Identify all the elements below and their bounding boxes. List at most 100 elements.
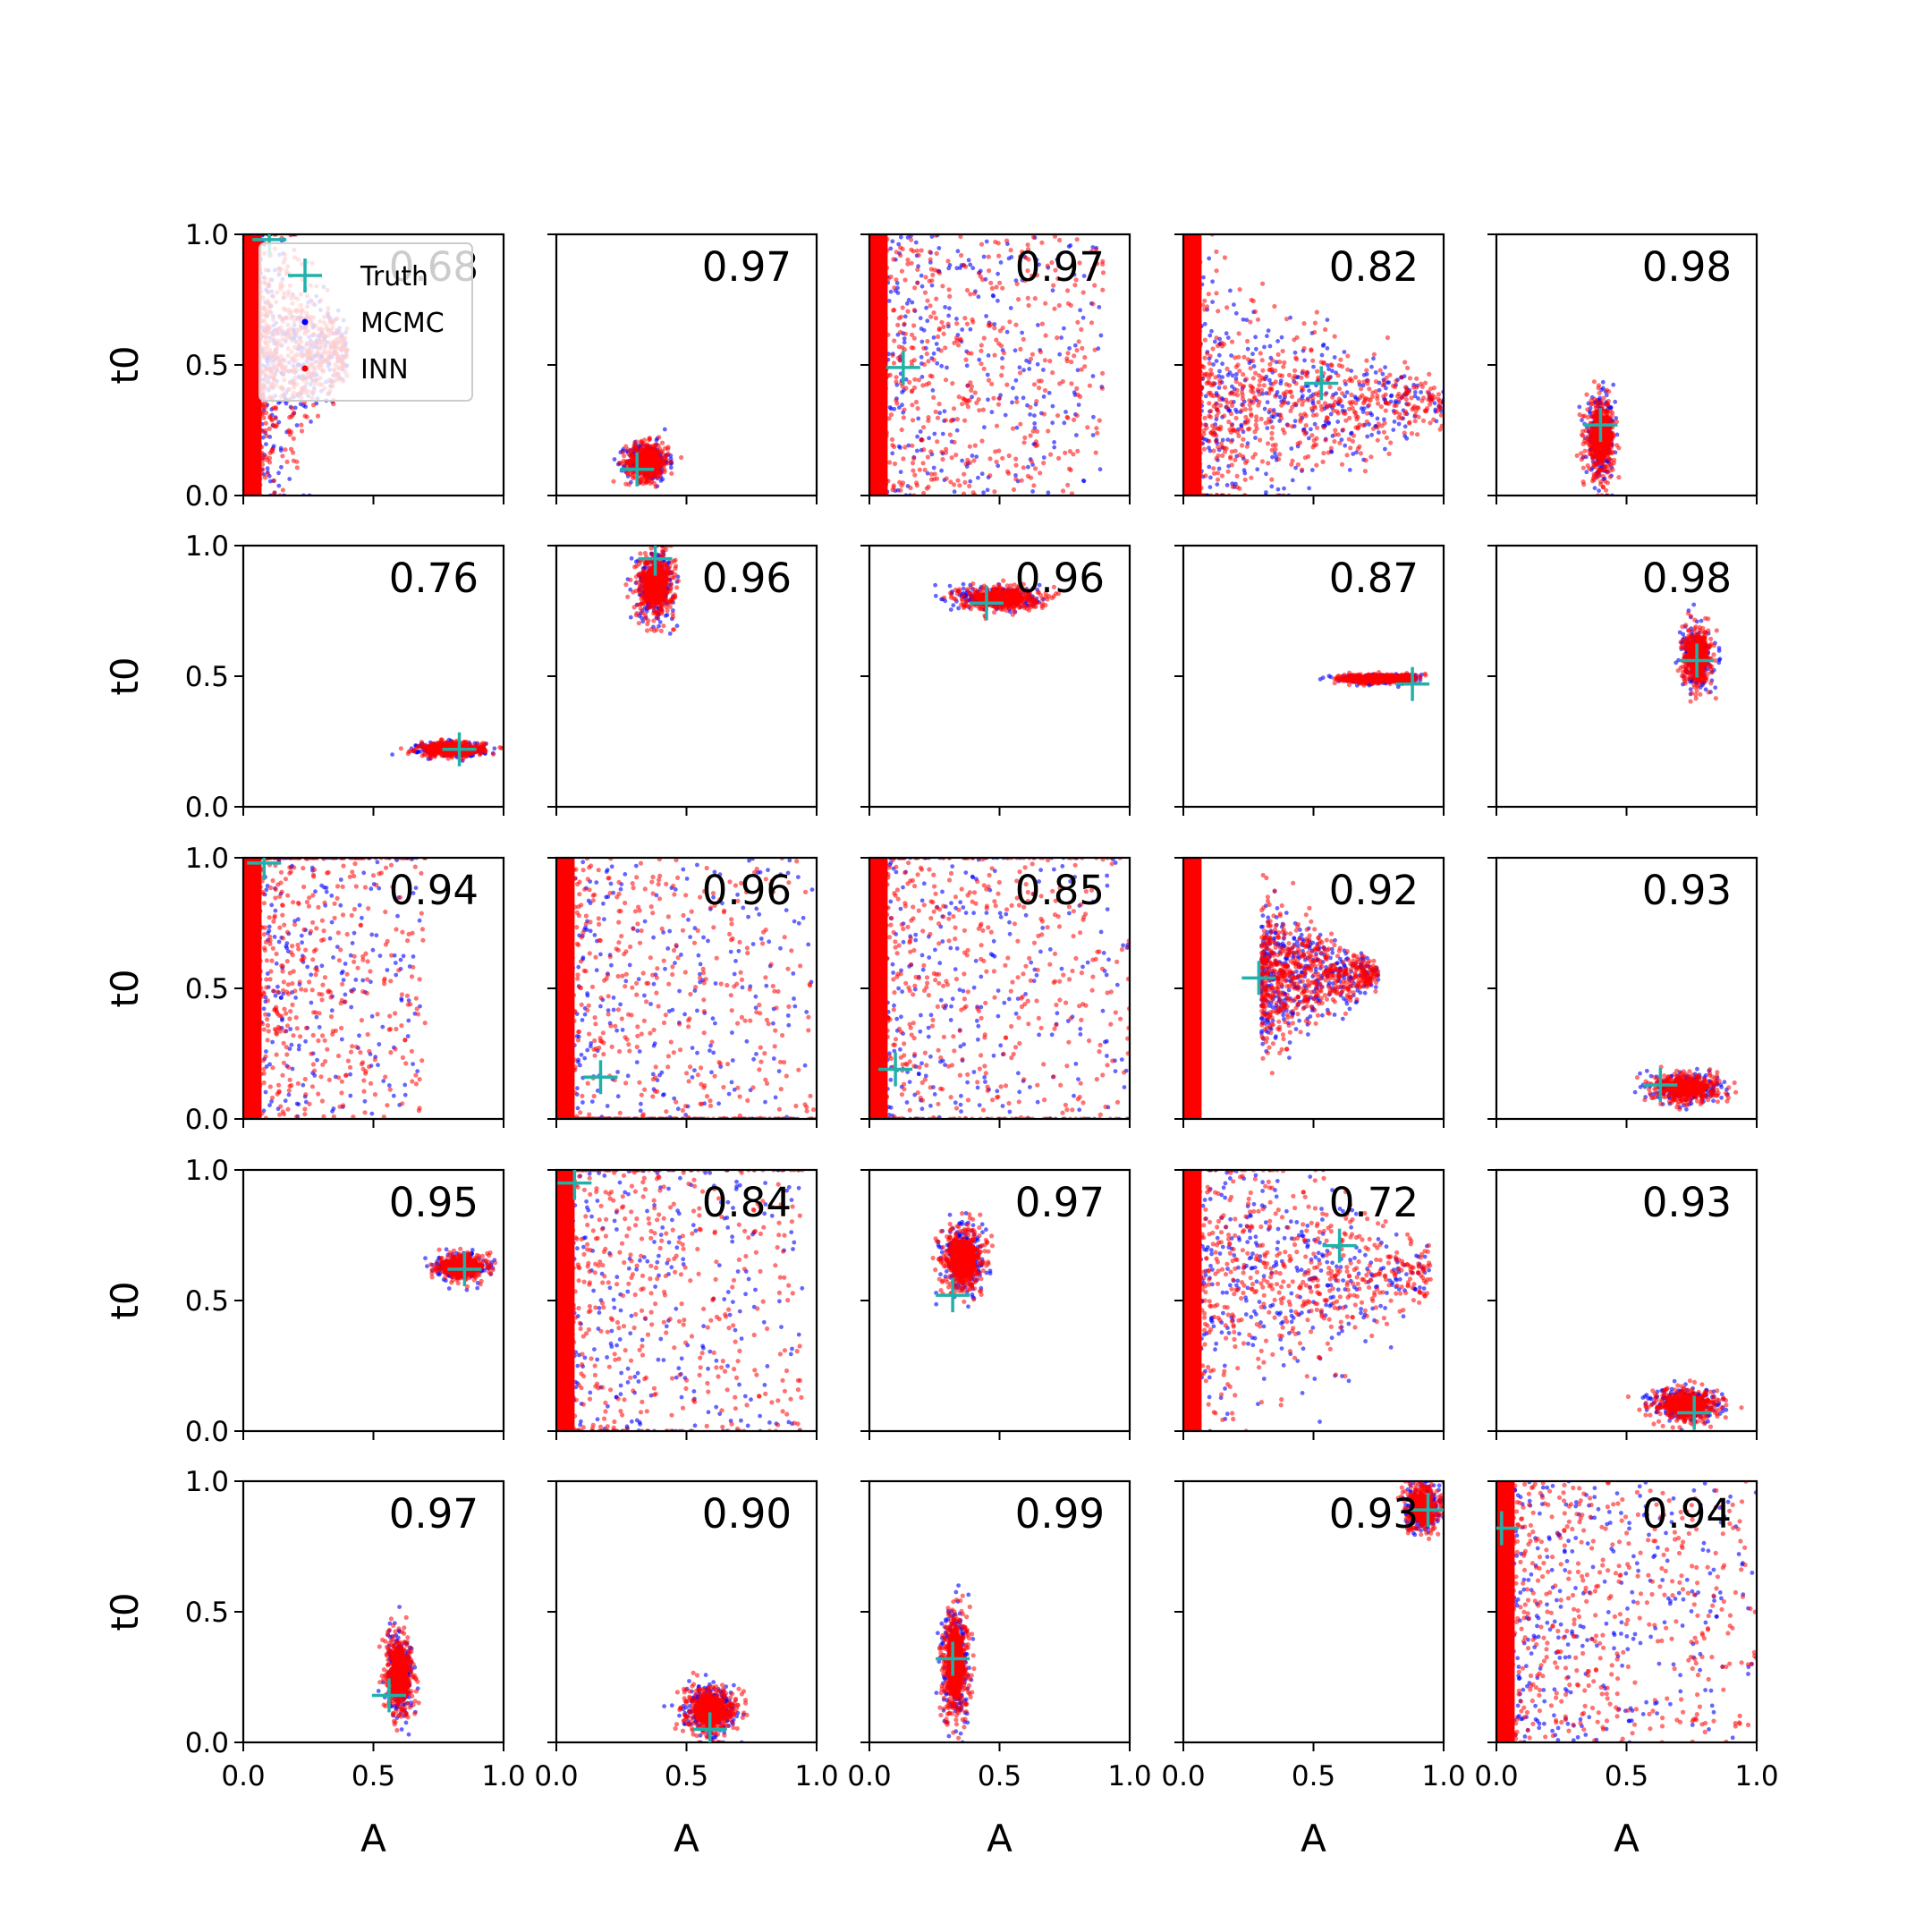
scatter-points [611, 427, 684, 489]
mcmc-point [898, 445, 902, 450]
mcmc-point [1339, 437, 1344, 442]
inn-point [894, 401, 900, 406]
legend-marker-mcmc [301, 318, 309, 326]
inn-point [1409, 431, 1415, 436]
inn-point [665, 461, 671, 466]
inn-point [1323, 392, 1328, 397]
inn-point [1376, 401, 1381, 406]
inn-point [925, 298, 930, 303]
inn-point [910, 388, 915, 394]
mcmc-point [968, 326, 973, 332]
inn-point [1097, 418, 1102, 423]
inn-point [1248, 319, 1253, 325]
mcmc-point [1614, 416, 1619, 420]
inn-point [1065, 301, 1071, 306]
inn-point [1304, 373, 1309, 379]
inn-point [916, 377, 921, 383]
inn-point [1243, 377, 1249, 382]
mcmc-point [1027, 367, 1032, 371]
mcmc-point [1234, 372, 1239, 377]
mcmc-point [1351, 452, 1356, 456]
inn-point [1249, 411, 1254, 417]
inn-point [1359, 386, 1364, 392]
mcmc-point [910, 300, 915, 305]
inn-point [1074, 348, 1080, 353]
inn-point [907, 379, 912, 385]
mcmc-point [946, 313, 951, 318]
inn-point [1427, 371, 1432, 377]
inn-point [902, 445, 908, 450]
inn-point [1250, 454, 1256, 460]
inn-point [1082, 364, 1088, 369]
inn-point [1257, 399, 1262, 405]
mcmc-point [895, 285, 900, 291]
inn-point [1034, 399, 1039, 404]
subplot-1-1: 0.00.51.00.68t0TruthMCMCINN [103, 219, 505, 513]
inn-point [972, 443, 978, 448]
inn-point [623, 444, 629, 449]
inn-point [1247, 402, 1252, 408]
inn-point [1364, 411, 1370, 416]
inn-point [909, 345, 914, 351]
inn-point [1201, 428, 1207, 433]
inn-point [1273, 394, 1278, 399]
inn-point [1384, 375, 1389, 380]
mcmc-point [278, 448, 284, 453]
inn-point [1022, 435, 1028, 440]
inn-point [1247, 398, 1252, 403]
inn-point [1379, 423, 1385, 428]
inn-point [1033, 439, 1038, 445]
inn-point [1067, 449, 1072, 454]
inn-point [1269, 367, 1275, 372]
inn-point [1047, 359, 1053, 364]
inn-point [1428, 386, 1434, 392]
inn-point [1045, 263, 1050, 268]
inn-point [1249, 475, 1254, 480]
inn-point [1427, 393, 1432, 398]
inn-point [1032, 296, 1038, 301]
inn-point [1335, 432, 1341, 437]
inn-point [1321, 425, 1326, 430]
inn-point [1041, 411, 1047, 417]
mcmc-point [1229, 353, 1233, 358]
inn-point [1353, 425, 1359, 430]
inn-point [1236, 433, 1241, 438]
inn-point [1386, 451, 1392, 456]
mcmc-point [1279, 335, 1284, 340]
inn-point [283, 447, 288, 453]
inn-point [898, 487, 903, 493]
mcmc-point [1035, 361, 1040, 367]
inn-point [1439, 423, 1444, 428]
inn-point [1345, 367, 1351, 372]
inn-point [961, 395, 966, 401]
score-label: 0.97 [702, 243, 792, 291]
inn-point [1318, 403, 1324, 409]
mcmc-point [1402, 424, 1408, 429]
inn-point [660, 461, 665, 466]
inn-point [1065, 351, 1071, 356]
inn-point [1266, 441, 1271, 446]
inn-point [940, 456, 945, 462]
inn-point [1581, 482, 1587, 487]
inn-point [1211, 470, 1217, 476]
inn-point [1267, 407, 1273, 413]
inn-point [955, 478, 961, 483]
inn-point [921, 447, 927, 453]
inn-point [1428, 402, 1433, 407]
inn-point [1292, 368, 1298, 373]
mcmc-point [662, 427, 667, 432]
inn-point [267, 426, 272, 431]
mcmc-point [1302, 358, 1307, 363]
mcmc-point [942, 409, 947, 414]
mcmc-point [992, 322, 997, 326]
inn-point [1028, 433, 1033, 438]
inn-point [1290, 458, 1295, 463]
mcmc-point [947, 263, 953, 267]
inn-point [331, 402, 336, 407]
inn-point [928, 373, 933, 378]
inn-point [1208, 408, 1214, 414]
mcmc-point [1275, 487, 1281, 492]
inn-point [934, 250, 939, 256]
inn-point [996, 241, 1001, 246]
mcmc-point [1067, 346, 1072, 351]
